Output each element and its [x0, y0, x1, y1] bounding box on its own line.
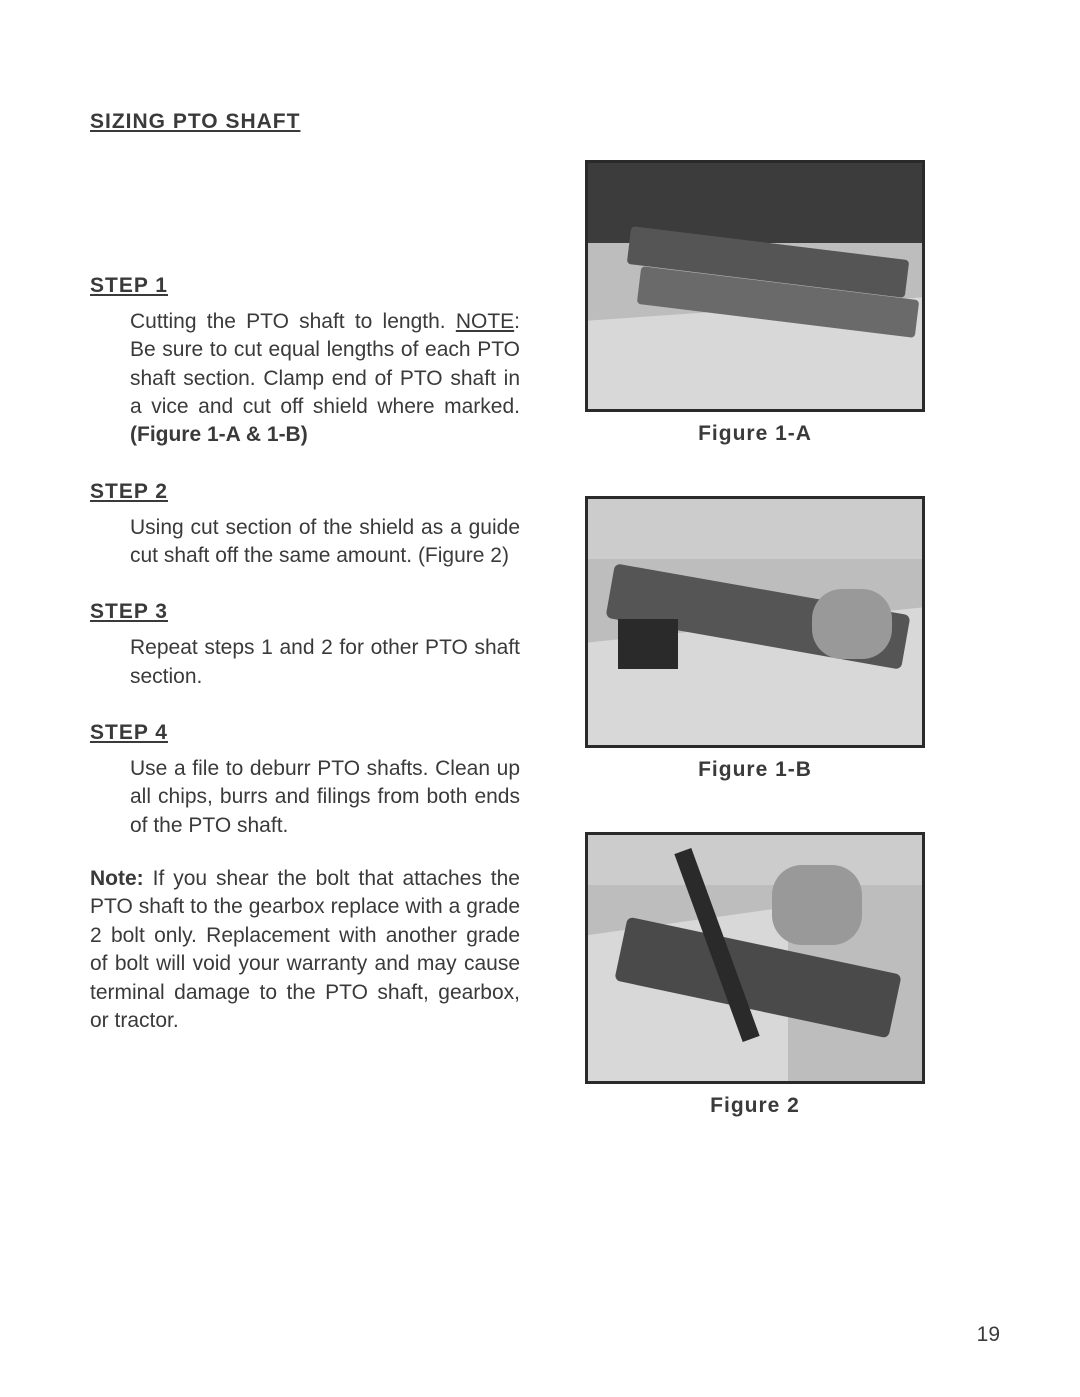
figure-1a-caption: Figure 1-A	[585, 422, 925, 446]
figure-1b-block: Figure 1-B	[585, 496, 925, 782]
step1-pre: Cutting the PTO shaft to length.	[130, 310, 456, 333]
figure-2-image	[585, 832, 925, 1084]
figure-2-block: Figure 2	[585, 832, 925, 1118]
note-body: If you shear the bolt that attaches the …	[90, 867, 520, 1032]
text-column: SIZING PTO SHAFT STEP 1 Cutting the PTO …	[90, 110, 520, 1128]
page-number: 19	[977, 1323, 1000, 1347]
figure-2-caption: Figure 2	[585, 1094, 925, 1118]
step1-body: Cutting the PTO shaft to length. NOTE: B…	[90, 308, 520, 450]
figure-1b-image	[585, 496, 925, 748]
step3-heading: STEP 3	[90, 600, 520, 624]
step3-body: Repeat steps 1 and 2 for other PTO shaft…	[90, 634, 520, 691]
step2-heading: STEP 2	[90, 480, 520, 504]
note-block: Note: If you shear the bolt that attache…	[90, 865, 520, 1035]
step2-body: Using cut section of the shield as a gui…	[90, 514, 520, 571]
step1-note-word: NOTE	[456, 310, 514, 333]
two-column-layout: SIZING PTO SHAFT STEP 1 Cutting the PTO …	[90, 110, 990, 1128]
step1-heading: STEP 1	[90, 274, 520, 298]
figure-1a-image	[585, 160, 925, 412]
step4-body: Use a file to deburr PTO shafts. Clean u…	[90, 755, 520, 840]
manual-page: SIZING PTO SHAFT STEP 1 Cutting the PTO …	[0, 0, 1080, 1397]
figure-1b-caption: Figure 1-B	[585, 758, 925, 782]
step4-heading: STEP 4	[90, 721, 520, 745]
figure-1a-block: Figure 1-A	[585, 160, 925, 446]
step1-figref: (Figure 1-A & 1-B)	[130, 423, 308, 446]
note-label: Note:	[90, 867, 144, 890]
figure-column: Figure 1-A Figure 1-B	[580, 110, 930, 1128]
section-title: SIZING PTO SHAFT	[90, 110, 520, 134]
